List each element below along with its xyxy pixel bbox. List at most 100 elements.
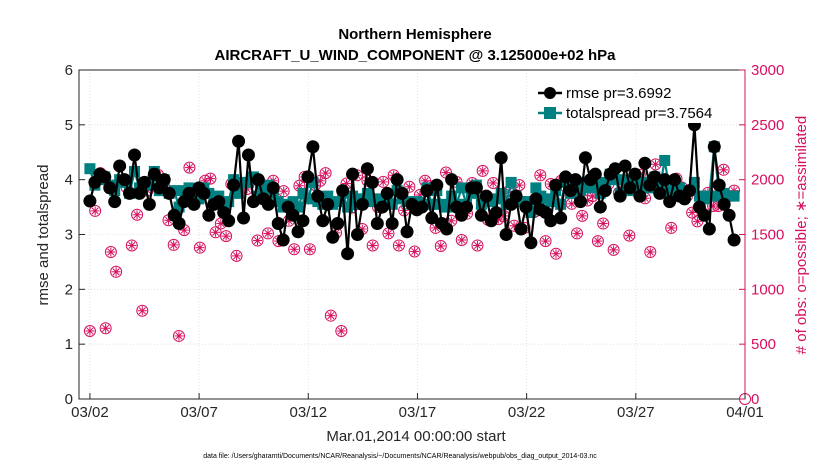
- obs-possible-marker: [83, 325, 96, 338]
- obs-possible-marker: [204, 172, 217, 185]
- rmse-point: [227, 178, 241, 192]
- obs-assimilated-marker: [472, 240, 482, 250]
- footer-data-file: data file: /Users/gharamti/Documents/NCA…: [203, 453, 597, 460]
- obs-possible-marker: [209, 226, 222, 239]
- totalspread-point: [347, 190, 359, 202]
- obs-possible-marker: [539, 235, 552, 248]
- rmse-point: [137, 175, 151, 189]
- totalspread-point: [525, 207, 537, 219]
- asterisk-stroke: [175, 332, 183, 340]
- rmse-point: [727, 233, 741, 247]
- asterisk-stroke: [233, 252, 241, 260]
- obs-assimilated-marker: [441, 168, 451, 178]
- y-tick-label: 0: [65, 391, 73, 408]
- rmse-point: [246, 195, 260, 209]
- asterisk-stroke: [395, 241, 403, 250]
- obs-assimilated-marker: [132, 210, 142, 220]
- asterisk-stroke: [541, 237, 550, 245]
- rmse-point: [331, 217, 345, 231]
- rmse-point: [682, 184, 696, 198]
- rmse-point: [326, 230, 340, 244]
- rmse-point: [355, 197, 369, 211]
- rmse-point: [271, 217, 285, 231]
- obs-possible-marker: [261, 227, 274, 240]
- rmse-point: [573, 195, 587, 209]
- x-tick-label: 04/01: [726, 404, 764, 421]
- asterisk-stroke: [222, 232, 230, 240]
- y-right-tick-label: 1500: [751, 227, 784, 244]
- asterisk-stroke: [369, 241, 377, 250]
- rmse-point: [370, 217, 384, 231]
- asterisk-stroke: [107, 248, 115, 256]
- rmse-point: [341, 247, 355, 261]
- obs-possible-marker: [303, 243, 316, 256]
- totalspread-point: [555, 198, 567, 210]
- rmse-point: [440, 222, 454, 236]
- x-tick-label: 03/12: [290, 404, 328, 421]
- obs-assimilated-marker: [85, 326, 95, 336]
- obs-assimilated-marker: [719, 165, 729, 175]
- rmse-point: [232, 134, 246, 148]
- asterisk-stroke: [458, 236, 466, 244]
- rmse-point: [132, 186, 146, 200]
- rmse-point: [296, 214, 310, 228]
- obs-assimilated-marker: [127, 240, 137, 250]
- rmse-point: [514, 222, 528, 236]
- asterisk-stroke: [337, 327, 345, 335]
- obs-assimilated-marker: [436, 241, 446, 251]
- obs-assimilated-marker: [326, 311, 336, 321]
- totalspread-point: [292, 201, 304, 213]
- x-axis-label: Mar.01,2014 00:00:00 start: [326, 428, 506, 445]
- rmse-point: [113, 159, 127, 173]
- asterisk-stroke: [128, 241, 136, 250]
- asterisk-stroke: [212, 228, 220, 236]
- totalspread-point: [332, 196, 344, 208]
- asterisk-stroke: [133, 211, 141, 219]
- rmse-point: [658, 173, 672, 187]
- asterisk-stroke: [610, 246, 618, 254]
- obs-assimilated-marker: [137, 306, 147, 316]
- rmse-point: [157, 173, 171, 187]
- asterisk-stroke: [405, 183, 413, 191]
- y-tick-label: 5: [65, 117, 73, 134]
- asterisk-stroke: [411, 247, 419, 256]
- totalspread-point: [495, 187, 507, 199]
- rmse-point: [638, 156, 652, 170]
- rmse-point: [593, 200, 607, 214]
- asterisk-stroke: [447, 217, 455, 225]
- totalspread-point: [322, 190, 334, 202]
- asterisk-stroke: [442, 168, 450, 177]
- totalspread-point: [545, 196, 557, 208]
- asterisk-stroke: [253, 236, 262, 245]
- rmse-series: [83, 118, 741, 261]
- rmse-point: [197, 186, 211, 200]
- obs-possible-marker: [455, 233, 468, 246]
- obs-possible-marker: [324, 309, 337, 322]
- obs-possible-marker: [623, 229, 636, 242]
- rmse-point: [524, 236, 538, 250]
- asterisk-stroke: [489, 179, 497, 187]
- rmse-point: [182, 186, 196, 200]
- obs-possible-marker: [167, 238, 180, 251]
- rmse-point: [529, 192, 543, 206]
- rmse-point: [469, 181, 483, 195]
- obs-possible-marker: [534, 169, 547, 182]
- obs-assimilated-marker: [106, 247, 116, 257]
- chart-title: Northern Hemisphere: [338, 26, 491, 43]
- rmse-point: [346, 167, 360, 181]
- rmse-point: [509, 189, 523, 203]
- obs-possible-marker: [220, 230, 233, 243]
- totalspread-point: [173, 201, 185, 213]
- asterisk-stroke: [625, 232, 633, 240]
- rmse-point: [385, 217, 399, 231]
- y-right-tick-label: 500: [751, 336, 776, 353]
- obs-assimilated-marker: [305, 244, 315, 254]
- asterisk-stroke: [138, 307, 146, 315]
- obs-possible-marker: [172, 329, 185, 342]
- totalspread-point: [129, 165, 141, 177]
- asterisk-stroke: [206, 175, 214, 183]
- totalspread-point: [659, 154, 671, 166]
- obs-assimilated-marker: [289, 244, 299, 254]
- rmse-point: [479, 189, 493, 203]
- rmse-point: [108, 195, 122, 209]
